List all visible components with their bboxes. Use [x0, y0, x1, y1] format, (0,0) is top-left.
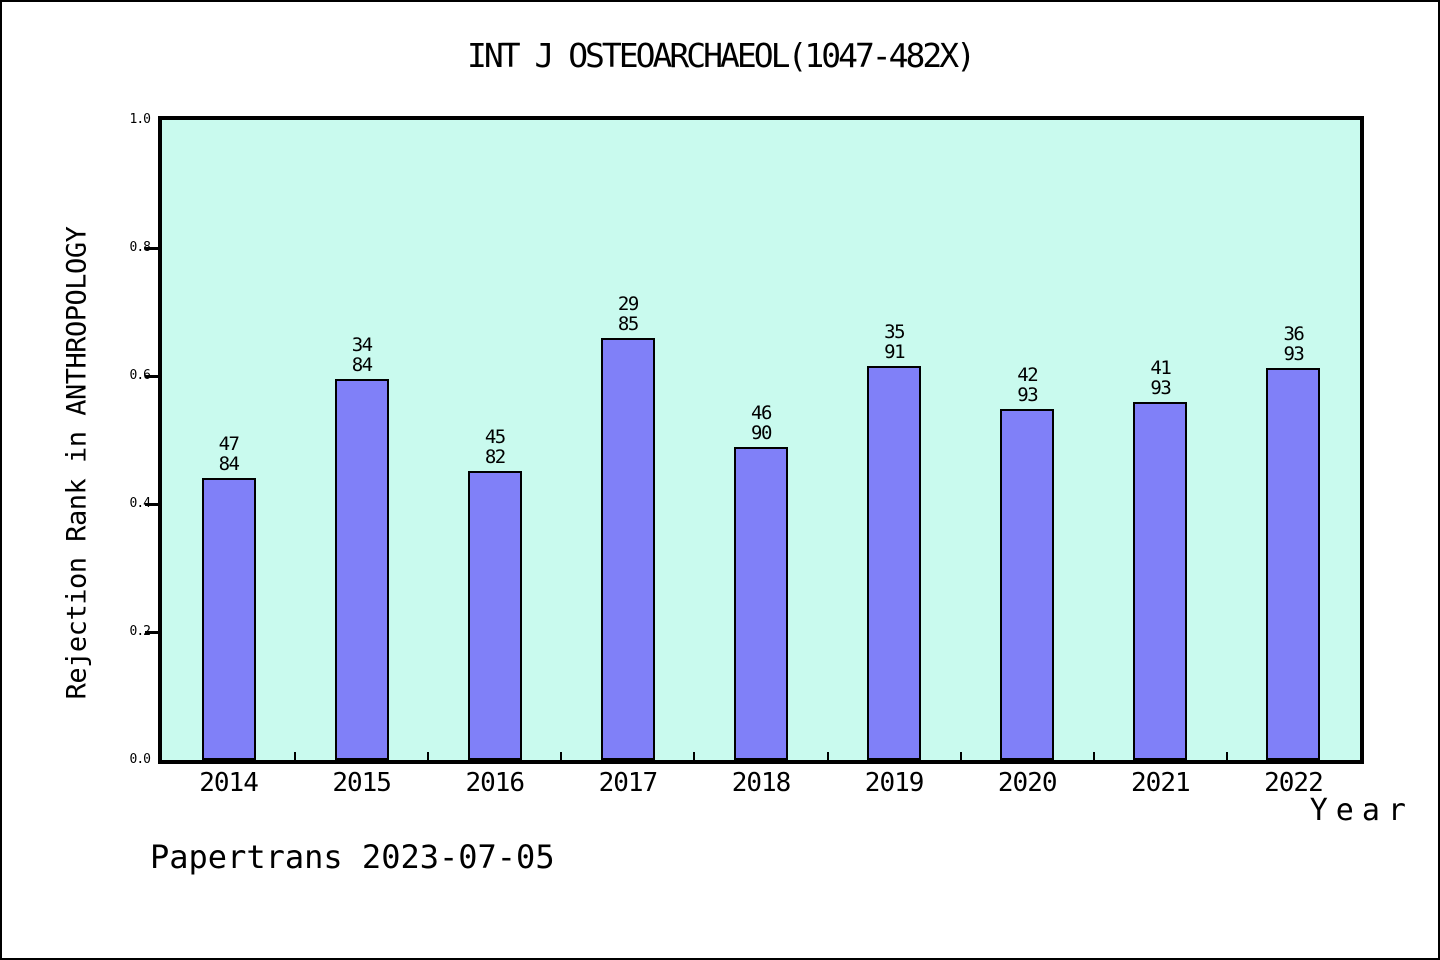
x-tick-label-2021: 2021: [1131, 768, 1191, 798]
x-minor-tick: [1092, 752, 1095, 760]
bar-2016: [467, 471, 522, 760]
x-axis-label: Year: [1309, 793, 1414, 828]
x-minor-tick: [693, 752, 696, 760]
bar-2017: [600, 338, 655, 760]
footer-watermark: Papertrans 2023-07-05: [150, 838, 555, 876]
y-axis-label: Rejection Rank in ANTHROPOLOGY: [61, 226, 93, 700]
y-tick-label: 0.2: [129, 624, 151, 639]
x-tick-label-2019: 2019: [864, 768, 925, 798]
x-tick-label-2014: 2014: [199, 768, 259, 798]
bar-2021: [1133, 402, 1188, 760]
bar-2015: [334, 379, 389, 760]
y-tick: [145, 246, 159, 250]
y-tick-label: 0.4: [129, 496, 151, 511]
bar-value-label-2022: 36 93: [1283, 322, 1304, 365]
x-tick-label-2022: 2022: [1264, 768, 1324, 798]
y-tick: [145, 630, 159, 634]
x-minor-tick: [560, 752, 563, 760]
x-tick-label-2018: 2018: [731, 768, 792, 798]
y-tick-label: 1.0: [129, 112, 151, 127]
y-tick-label: 0.0: [129, 752, 151, 767]
y-tick: [145, 502, 159, 506]
x-tick-label-2016: 2016: [465, 768, 525, 798]
bar-2014: [201, 478, 256, 760]
bar-2018: [734, 447, 788, 760]
x-minor-tick: [959, 752, 962, 760]
y-tick: [145, 374, 159, 378]
x-minor-tick: [826, 752, 829, 760]
bar-2022: [1266, 367, 1321, 760]
bar-value-label-2014: 47 84: [218, 433, 240, 476]
bar-value-label-2021: 41 93: [1150, 357, 1171, 400]
bar-value-label-2020: 42 93: [1017, 364, 1038, 407]
bar-value-label-2018: 46 90: [751, 402, 772, 445]
bar-value-label-2017: 29 85: [617, 293, 639, 336]
bar-value-label-2019: 35 91: [884, 321, 905, 364]
x-tick-label-2015: 2015: [332, 768, 392, 798]
x-minor-tick: [294, 752, 297, 760]
chart-title: INT J OSTEOARCHAEOL(1047-482X): [466, 36, 976, 75]
bar-value-label-2016: 45 82: [484, 426, 506, 469]
x-minor-tick: [1225, 752, 1228, 760]
x-minor-tick: [427, 752, 430, 760]
x-tick-label-2017: 2017: [598, 768, 659, 798]
bar-2020: [1000, 409, 1055, 760]
y-tick-label: 0.8: [129, 240, 151, 255]
plot-area: 47 84 34 84 45 82 29 85 46 90 35 91 42 93 41 93…: [130, 112, 1364, 767]
y-tick-label: 0.6: [129, 368, 151, 383]
bar-value-label-2015: 34 84: [351, 334, 373, 377]
x-tick-label-2020: 2020: [997, 768, 1058, 798]
bar-2019: [867, 366, 922, 760]
